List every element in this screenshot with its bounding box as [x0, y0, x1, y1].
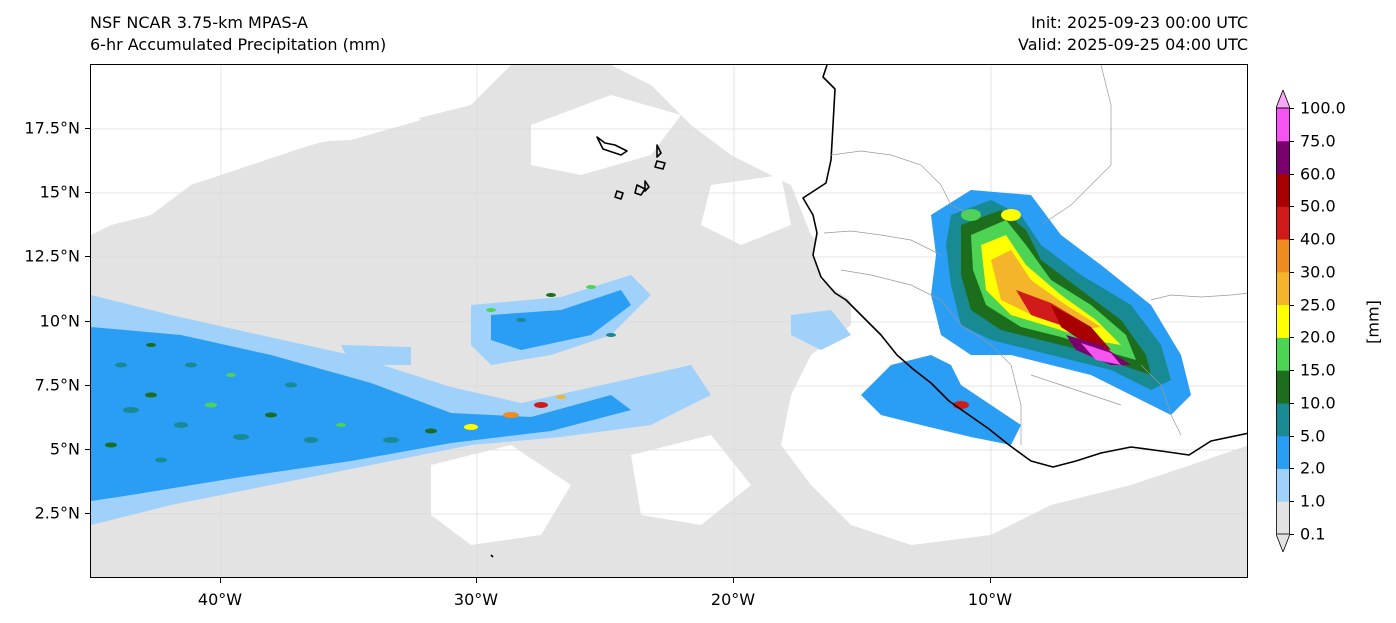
colorbar-level-label: 50.0 — [1300, 196, 1336, 216]
lat-label-15: 15°N — [39, 182, 80, 202]
precip-africa — [791, 190, 1191, 445]
colorbar-band — [1276, 239, 1290, 273]
title-right: Init: 2025-09-23 00:00 UTC Valid: 2025-0… — [1018, 12, 1248, 56]
colorbar-units: [mm] — [1363, 300, 1383, 344]
colorbar-tick — [1290, 173, 1294, 175]
colorbar-level-label: 1.0 — [1300, 491, 1326, 511]
colorbar-level-label: 5.0 — [1300, 426, 1326, 446]
lat-label-7-5: 7.5°N — [34, 375, 80, 395]
colorbar-tick — [1290, 501, 1294, 503]
colorbar-level-label: 2.0 — [1300, 458, 1326, 478]
field-title: 6-hr Accumulated Precipitation (mm) — [90, 35, 387, 54]
lat-tick — [85, 321, 90, 322]
lat-label-10: 10°N — [39, 311, 80, 331]
colorbar-tick — [1290, 402, 1294, 404]
colorbar-band — [1276, 206, 1290, 240]
colorbar-band — [1276, 370, 1290, 404]
colorbar-level-label: 0.1 — [1300, 524, 1326, 544]
colorbar-band — [1276, 435, 1290, 469]
map-canvas — [91, 65, 1247, 577]
colorbar-extend-high — [1276, 90, 1290, 109]
colorbar-tick — [1290, 370, 1294, 372]
colorbar-band — [1276, 271, 1290, 306]
colorbar-band — [1276, 468, 1290, 502]
colorbar-level-label: 20.0 — [1300, 327, 1336, 347]
title-left: NSF NCAR 3.75-km MPAS-A 6-hr Accumulated… — [90, 12, 386, 56]
colorbar-band — [1276, 108, 1290, 142]
valid-time: Valid: 2025-09-25 04:00 UTC — [1017, 35, 1248, 54]
precip-cells — [105, 285, 616, 463]
lat-label-12-5: 12.5°N — [24, 246, 80, 266]
colorbar-extend-low — [1276, 533, 1290, 552]
colorbar-band — [1276, 173, 1290, 207]
precip-atlantic-band — [91, 275, 711, 525]
colorbar-tick — [1290, 239, 1294, 241]
colorbar-band — [1276, 337, 1290, 371]
lat-tick — [85, 128, 90, 129]
colorbar-tick — [1290, 271, 1294, 273]
colorbar-band — [1276, 402, 1290, 437]
lon-tick — [220, 578, 221, 583]
lat-tick — [85, 385, 90, 386]
lat-label-5: 5°N — [49, 439, 80, 459]
lat-label-2-5: 2.5°N — [34, 503, 80, 523]
colorbar-tick — [1290, 140, 1294, 142]
lat-tick — [85, 449, 90, 450]
colorbar-tick — [1290, 337, 1294, 339]
lon-label-10w: 10°W — [967, 590, 1013, 609]
lon-label-30w: 30°W — [453, 590, 499, 609]
colorbar-level-label: 25.0 — [1300, 295, 1336, 315]
lon-label-20w: 20°W — [710, 590, 756, 609]
colorbar-level-label: 10.0 — [1300, 393, 1336, 413]
lat-tick — [85, 513, 90, 514]
colorbar-level-label: 100.0 — [1300, 98, 1346, 118]
colorbar-outline — [1276, 107, 1290, 535]
colorbar-band — [1276, 501, 1290, 535]
colorbar-tick — [1290, 435, 1294, 437]
colorbar-band — [1276, 140, 1290, 175]
map-panel — [90, 64, 1248, 578]
country-borders — [823, 65, 1247, 445]
colorbar-tick — [1290, 206, 1294, 208]
colorbar-tick — [1290, 304, 1294, 306]
init-time: Init: 2025-09-23 00:00 UTC — [1030, 13, 1248, 32]
lon-tick — [476, 578, 477, 583]
colorbar-band — [1276, 304, 1290, 338]
colorbar-level-label: 30.0 — [1300, 262, 1336, 282]
lat-tick — [85, 192, 90, 193]
colorbar-level-label: 15.0 — [1300, 360, 1336, 380]
colorbar-level-label: 60.0 — [1300, 164, 1336, 184]
lon-tick — [990, 578, 991, 583]
colorbar — [1276, 90, 1290, 552]
lat-tick — [85, 256, 90, 257]
lat-label-17-5: 17.5°N — [24, 118, 80, 138]
coastline — [490, 65, 1247, 558]
colorbar-tick — [1290, 534, 1294, 535]
colorbar-level-label: 40.0 — [1300, 229, 1336, 249]
colorbar-tick — [1290, 468, 1294, 470]
lon-label-40w: 40°W — [197, 590, 243, 609]
lon-tick — [733, 578, 734, 583]
colorbar-tick — [1290, 108, 1294, 109]
model-title: NSF NCAR 3.75-km MPAS-A — [90, 13, 308, 32]
colorbar-level-label: 75.0 — [1300, 131, 1336, 151]
